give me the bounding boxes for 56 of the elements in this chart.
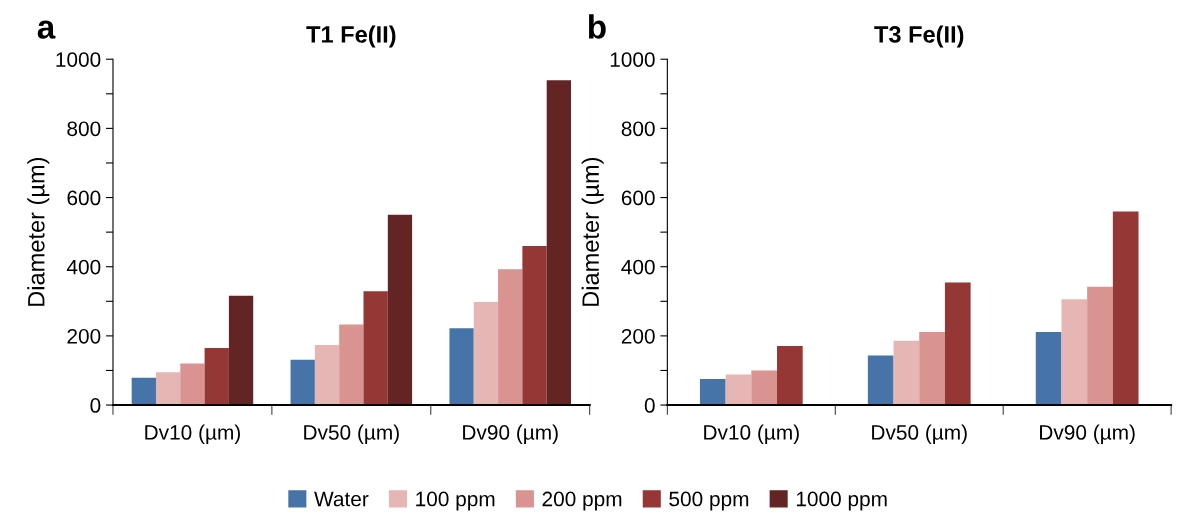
bar — [751, 370, 778, 406]
y-tick-label: 200 — [621, 328, 655, 344]
x-tick-label: Dv90 (µm) — [1040, 424, 1135, 444]
x-tick-label: Dv50 (µm) — [304, 424, 399, 444]
y-tick-label: 800 — [621, 121, 655, 137]
y-tick-label: 400 — [621, 259, 655, 275]
bar — [363, 291, 388, 406]
bar — [1112, 211, 1139, 406]
y-tick-label: 400 — [66, 259, 101, 275]
bar — [1035, 332, 1062, 406]
y-tick-label: 600 — [621, 190, 655, 206]
legend-label: 100 ppm — [416, 491, 495, 511]
bar — [546, 80, 572, 406]
bar — [867, 355, 894, 406]
bar — [180, 363, 205, 406]
legend-label: 1000 ppm — [796, 491, 887, 511]
chart-title: T1 Fe(II) — [306, 25, 396, 48]
x-tick-label: Dv90 (µm) — [463, 424, 558, 444]
y-tick-label: 800 — [67, 121, 101, 137]
bar — [1087, 286, 1113, 406]
bar — [725, 374, 752, 406]
bar — [290, 359, 315, 406]
bar — [944, 282, 971, 406]
y-tick-label: 200 — [67, 328, 101, 344]
x-tick-label: Dv10 (µm) — [704, 424, 799, 444]
y-axis-title: Diameter (µm) — [27, 157, 50, 306]
bar — [228, 295, 254, 406]
y-tick-label: 0 — [90, 398, 101, 413]
bar — [777, 345, 803, 406]
bar — [893, 340, 920, 406]
y-tick-label: 1000 — [56, 52, 101, 67]
bar — [339, 324, 364, 406]
bar — [204, 347, 229, 406]
x-tick-label: Dv50 (µm) — [872, 424, 967, 444]
bar — [155, 372, 181, 406]
bar — [498, 269, 523, 406]
bar — [919, 332, 945, 406]
bar — [387, 214, 413, 406]
bar — [1061, 299, 1088, 406]
bar — [131, 377, 156, 406]
y-axis-title: Diameter (µm) — [581, 157, 604, 306]
x-tick-label: Dv10 (µm) — [145, 424, 240, 444]
bar — [522, 245, 547, 406]
y-tick-label: 1000 — [610, 52, 655, 67]
legend-label: 200 ppm — [542, 491, 622, 511]
text: b — [588, 14, 606, 39]
legend-label: Water — [314, 491, 369, 507]
bar — [449, 328, 474, 406]
bar — [314, 344, 340, 406]
legend-label: 500 ppm — [669, 491, 749, 511]
text: a — [37, 20, 56, 39]
y-tick-label: 0 — [644, 398, 655, 413]
bar — [473, 301, 499, 406]
y-tick-label: 600 — [67, 190, 101, 206]
chart-title: T3 Fe(II) — [874, 25, 964, 48]
bar — [699, 379, 726, 406]
